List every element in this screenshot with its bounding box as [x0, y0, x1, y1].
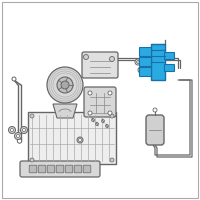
Circle shape — [153, 108, 157, 112]
FancyBboxPatch shape — [140, 47, 152, 56]
Circle shape — [108, 111, 112, 115]
FancyBboxPatch shape — [84, 87, 116, 117]
Circle shape — [77, 137, 83, 143]
FancyBboxPatch shape — [29, 165, 37, 173]
FancyBboxPatch shape — [140, 68, 152, 76]
FancyBboxPatch shape — [47, 165, 55, 173]
Circle shape — [110, 114, 114, 118]
Circle shape — [17, 139, 22, 143]
Circle shape — [10, 129, 14, 132]
Circle shape — [108, 91, 112, 95]
Circle shape — [61, 81, 69, 89]
Circle shape — [88, 111, 92, 115]
Circle shape — [110, 56, 114, 62]
Circle shape — [110, 158, 114, 162]
FancyBboxPatch shape — [164, 52, 174, 60]
Bar — [28, 112, 116, 164]
Circle shape — [57, 77, 73, 93]
FancyBboxPatch shape — [146, 115, 164, 145]
FancyBboxPatch shape — [164, 64, 174, 72]
Circle shape — [30, 114, 34, 118]
Circle shape — [14, 132, 22, 140]
Circle shape — [22, 129, 26, 132]
FancyBboxPatch shape — [83, 165, 91, 173]
Circle shape — [102, 119, 104, 122]
FancyBboxPatch shape — [38, 165, 46, 173]
Circle shape — [84, 54, 88, 60]
Circle shape — [96, 122, 98, 126]
Circle shape — [12, 77, 16, 81]
FancyBboxPatch shape — [151, 44, 165, 80]
Circle shape — [135, 59, 141, 65]
Polygon shape — [53, 104, 77, 118]
Circle shape — [21, 127, 28, 134]
Circle shape — [78, 138, 82, 142]
Circle shape — [138, 67, 144, 73]
FancyBboxPatch shape — [65, 165, 73, 173]
Circle shape — [47, 67, 83, 103]
Circle shape — [8, 127, 16, 134]
FancyBboxPatch shape — [74, 165, 82, 173]
FancyBboxPatch shape — [140, 58, 152, 66]
Circle shape — [92, 118, 95, 121]
FancyBboxPatch shape — [56, 165, 64, 173]
Circle shape — [88, 91, 92, 95]
FancyBboxPatch shape — [20, 161, 100, 177]
Circle shape — [30, 158, 34, 162]
Circle shape — [140, 68, 142, 72]
Circle shape — [16, 134, 20, 138]
Circle shape — [106, 124, 108, 128]
FancyBboxPatch shape — [82, 52, 118, 78]
Circle shape — [136, 60, 140, 64]
